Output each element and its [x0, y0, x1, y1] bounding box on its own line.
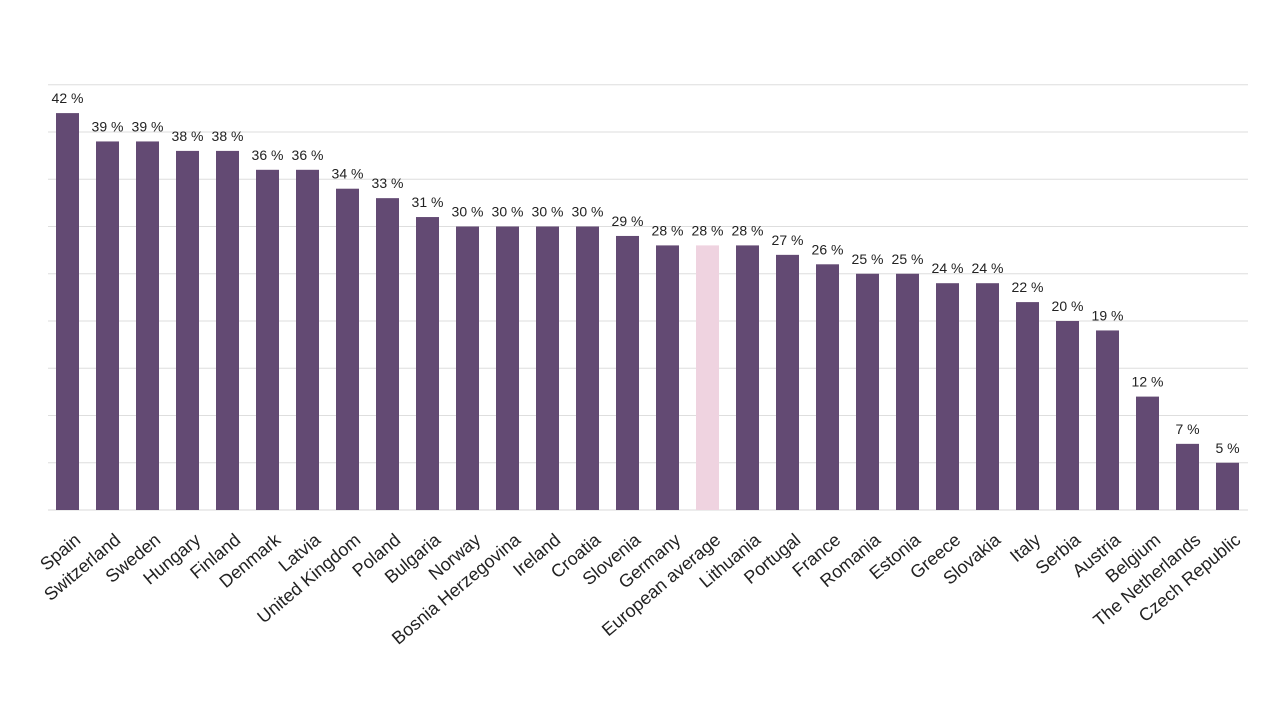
value-label-france: 26 % — [812, 241, 844, 257]
value-label-czech-republic: 5 % — [1215, 440, 1239, 456]
bar-ireland — [536, 226, 559, 510]
bar-the-netherlands — [1176, 443, 1199, 510]
value-label-romania: 25 % — [852, 251, 884, 267]
category-labels: SpainSwitzerlandSwedenHungaryFinlandDenm… — [36, 529, 1244, 649]
value-label-european-average: 28 % — [692, 222, 724, 238]
value-label-finland: 38 % — [212, 128, 244, 144]
value-label-bulgaria: 31 % — [412, 194, 444, 210]
value-label-estonia: 25 % — [892, 251, 924, 267]
value-label-latvia: 36 % — [292, 147, 324, 163]
bar-germany — [656, 245, 679, 510]
bar-slovakia — [976, 283, 999, 510]
value-label-sweden: 39 % — [132, 118, 164, 134]
value-label-united-kingdom: 34 % — [332, 166, 364, 182]
value-label-ireland: 30 % — [532, 204, 564, 220]
value-label-norway: 30 % — [452, 204, 484, 220]
gridlines — [48, 84, 1248, 511]
value-label-hungary: 38 % — [172, 128, 204, 144]
bar-european-average — [696, 245, 719, 510]
bar-poland — [376, 198, 399, 510]
bar-slovenia — [616, 235, 639, 510]
value-label-slovenia: 29 % — [612, 213, 644, 229]
bar-hungary — [176, 150, 199, 510]
value-label-bosnia-herzegovina: 30 % — [492, 204, 524, 220]
value-label-germany: 28 % — [652, 222, 684, 238]
bar-lithuania — [736, 245, 759, 510]
value-label-the-netherlands: 7 % — [1175, 421, 1199, 437]
bar-sweden — [136, 141, 159, 510]
bar-austria — [1096, 330, 1119, 510]
value-label-portugal: 27 % — [772, 232, 804, 248]
bar-denmark — [256, 169, 279, 511]
bar-czech-republic — [1216, 462, 1239, 510]
bar-norway — [456, 226, 479, 510]
bar-serbia — [1056, 321, 1079, 510]
bar-romania — [856, 273, 879, 510]
bars — [56, 113, 1239, 511]
bar-portugal — [776, 254, 799, 510]
value-label-switzerland: 39 % — [92, 118, 124, 134]
value-label-lithuania: 28 % — [732, 222, 764, 238]
bar-finland — [216, 150, 239, 510]
value-label-belgium: 12 % — [1132, 374, 1164, 390]
bar-greece — [936, 283, 959, 510]
value-label-italy: 22 % — [1012, 279, 1044, 295]
bar-estonia — [896, 273, 919, 510]
value-labels: 42 % 39 % 39 % 38 % 38 % 36 % 36 % 34 % 33 % 31 %… — [52, 90, 1240, 456]
bar-belgium — [1136, 396, 1159, 510]
value-label-denmark: 36 % — [252, 147, 284, 163]
value-label-austria: 19 % — [1092, 307, 1124, 323]
bar-france — [816, 264, 839, 510]
bar-bosnia-herzegovina — [496, 226, 519, 510]
value-label-slovakia: 24 % — [972, 260, 1004, 276]
value-label-spain: 42 % — [52, 90, 84, 106]
bar-switzerland — [96, 141, 119, 510]
value-label-serbia: 20 % — [1052, 298, 1084, 314]
bar-croatia — [576, 226, 599, 510]
bar-united-kingdom — [336, 188, 359, 510]
bar-latvia — [296, 169, 319, 511]
value-label-poland: 33 % — [372, 175, 404, 191]
value-label-greece: 24 % — [932, 260, 964, 276]
bar-italy — [1016, 302, 1039, 510]
bar-bulgaria — [416, 217, 439, 511]
bar-spain — [56, 113, 79, 510]
value-label-croatia: 30 % — [572, 204, 604, 220]
